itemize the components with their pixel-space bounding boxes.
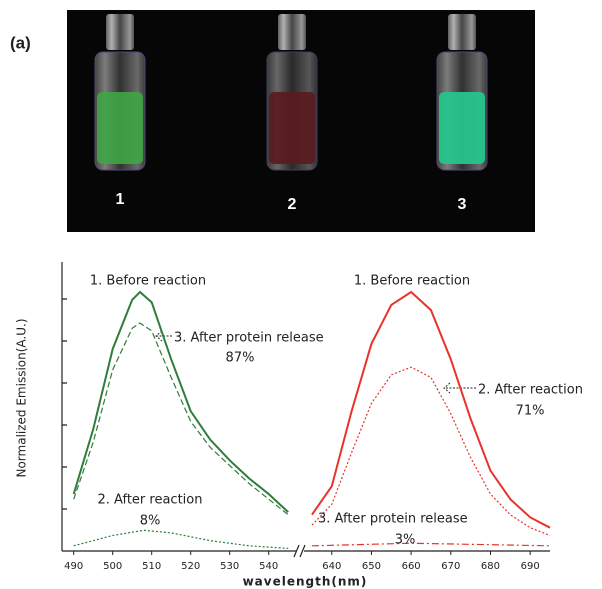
x-tick-label: 680 xyxy=(481,561,500,572)
axes xyxy=(61,262,550,558)
series-line xyxy=(73,322,289,516)
x-tick-label: 520 xyxy=(181,561,200,572)
x-tick-label: 640 xyxy=(322,561,341,572)
series-note: 87% xyxy=(226,351,255,366)
series-line xyxy=(311,366,551,537)
series-label: 3. After protein release xyxy=(318,512,468,527)
series-label: 2. After reaction xyxy=(478,383,583,398)
series-note: 71% xyxy=(516,404,545,419)
x-tick-label: 510 xyxy=(142,561,161,572)
vial-label: 3 xyxy=(458,196,467,213)
series-line xyxy=(311,542,551,547)
vial-label: 2 xyxy=(288,196,297,213)
x-tick-label: 530 xyxy=(220,561,239,572)
series-label: 2. After reaction xyxy=(98,493,203,508)
x-tick-label: 490 xyxy=(64,561,83,572)
series-line xyxy=(72,290,289,513)
series-label: 1. Before reaction xyxy=(90,274,206,289)
x-tick-label: 670 xyxy=(441,561,460,572)
panel-label: (a) xyxy=(10,33,31,52)
x-tick-label: 650 xyxy=(362,561,381,572)
series-line xyxy=(311,290,551,529)
x-axis-label: wavelength(nm) xyxy=(243,575,368,589)
y-axis-label: Normalized Emission(A.U.) xyxy=(15,318,29,477)
series-note: 3% xyxy=(395,533,416,548)
series-note: 8% xyxy=(140,514,161,529)
x-tick-label: 660 xyxy=(402,561,421,572)
vial-label: 1 xyxy=(116,191,125,208)
series-line xyxy=(73,529,289,550)
x-tick-label: 690 xyxy=(521,561,540,572)
x-tick-label: 500 xyxy=(103,561,122,572)
x-tick-label: 540 xyxy=(259,561,278,572)
series-label: 3. After protein release xyxy=(174,331,324,346)
vials xyxy=(94,14,488,171)
series-label: 1. Before reaction xyxy=(354,274,470,289)
